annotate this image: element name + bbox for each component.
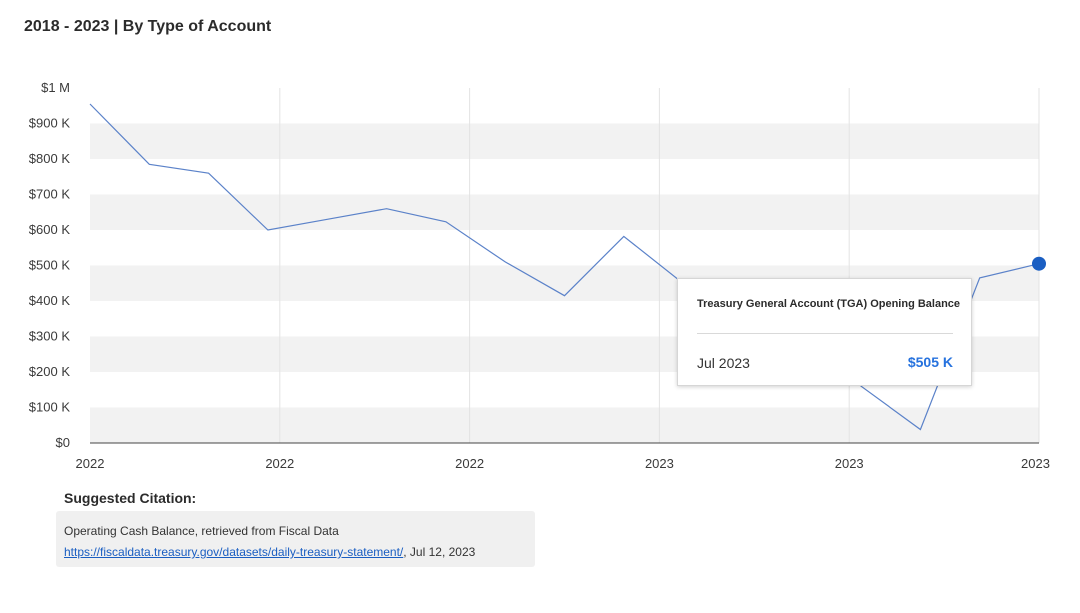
line-chart[interactable]: $0 $100 K $200 K $300 K $400 K $500 K $600 K $7… [0,0,1080,490]
y-tick-label: $1 M [41,80,70,95]
y-axis-labels: $0 $100 K $200 K $300 K $400 K $500 K $600 K $7… [29,80,71,450]
grid-band [90,123,1039,159]
y-tick-label: $900 K [29,116,71,131]
citation-date: , Jul 12, 2023 [403,545,476,559]
y-tick-label: $100 K [29,400,71,415]
x-tick-label: 2022 [265,456,294,471]
series-line [89,103,1040,431]
x-axis-labels: 2022 2022 2022 2023 2023 2023 [76,456,1050,471]
x-tick-label: 2023 [835,456,864,471]
highlighted-point[interactable] [1032,256,1046,271]
y-tick-label: $400 K [29,293,71,308]
grid-band [90,194,1039,230]
citation-label: Suggested Citation: [64,490,197,506]
y-tick-label: $0 [56,435,70,450]
citation-box: Operating Cash Balance, retrieved from F… [56,511,535,567]
x-tick-label: 2022 [455,456,484,471]
series-group [89,103,1046,431]
chart-tooltip: Treasury General Account (TGA) Opening B… [677,278,972,386]
grid-band [90,88,1039,124]
x-tick-label: 2022 [76,456,105,471]
tooltip-divider [697,333,953,334]
y-tick-label: $800 K [29,151,71,166]
tooltip-value: $505 K [907,354,953,370]
x-tick-label: 2023 [1021,456,1050,471]
tooltip-date: Jul 2023 [697,355,750,371]
chart-heading: 2018 - 2023 | By Type of Account [24,18,272,35]
y-tick-label: $700 K [29,187,71,202]
citation-text: Operating Cash Balance, retrieved from F… [64,524,339,538]
tooltip-title: Treasury General Account (TGA) Opening B… [697,298,961,310]
x-tick-label: 2023 [645,456,674,471]
y-tick-label: $500 K [29,258,71,273]
grid-band [90,159,1039,195]
y-tick-label: $200 K [29,364,71,379]
grid-band [90,407,1039,443]
citation-link[interactable]: https://fiscaldata.treasury.gov/datasets… [64,545,404,559]
y-tick-label: $600 K [29,222,71,237]
grid-band [90,230,1039,266]
y-tick-label: $300 K [29,329,71,344]
grid-bands [90,88,1039,443]
